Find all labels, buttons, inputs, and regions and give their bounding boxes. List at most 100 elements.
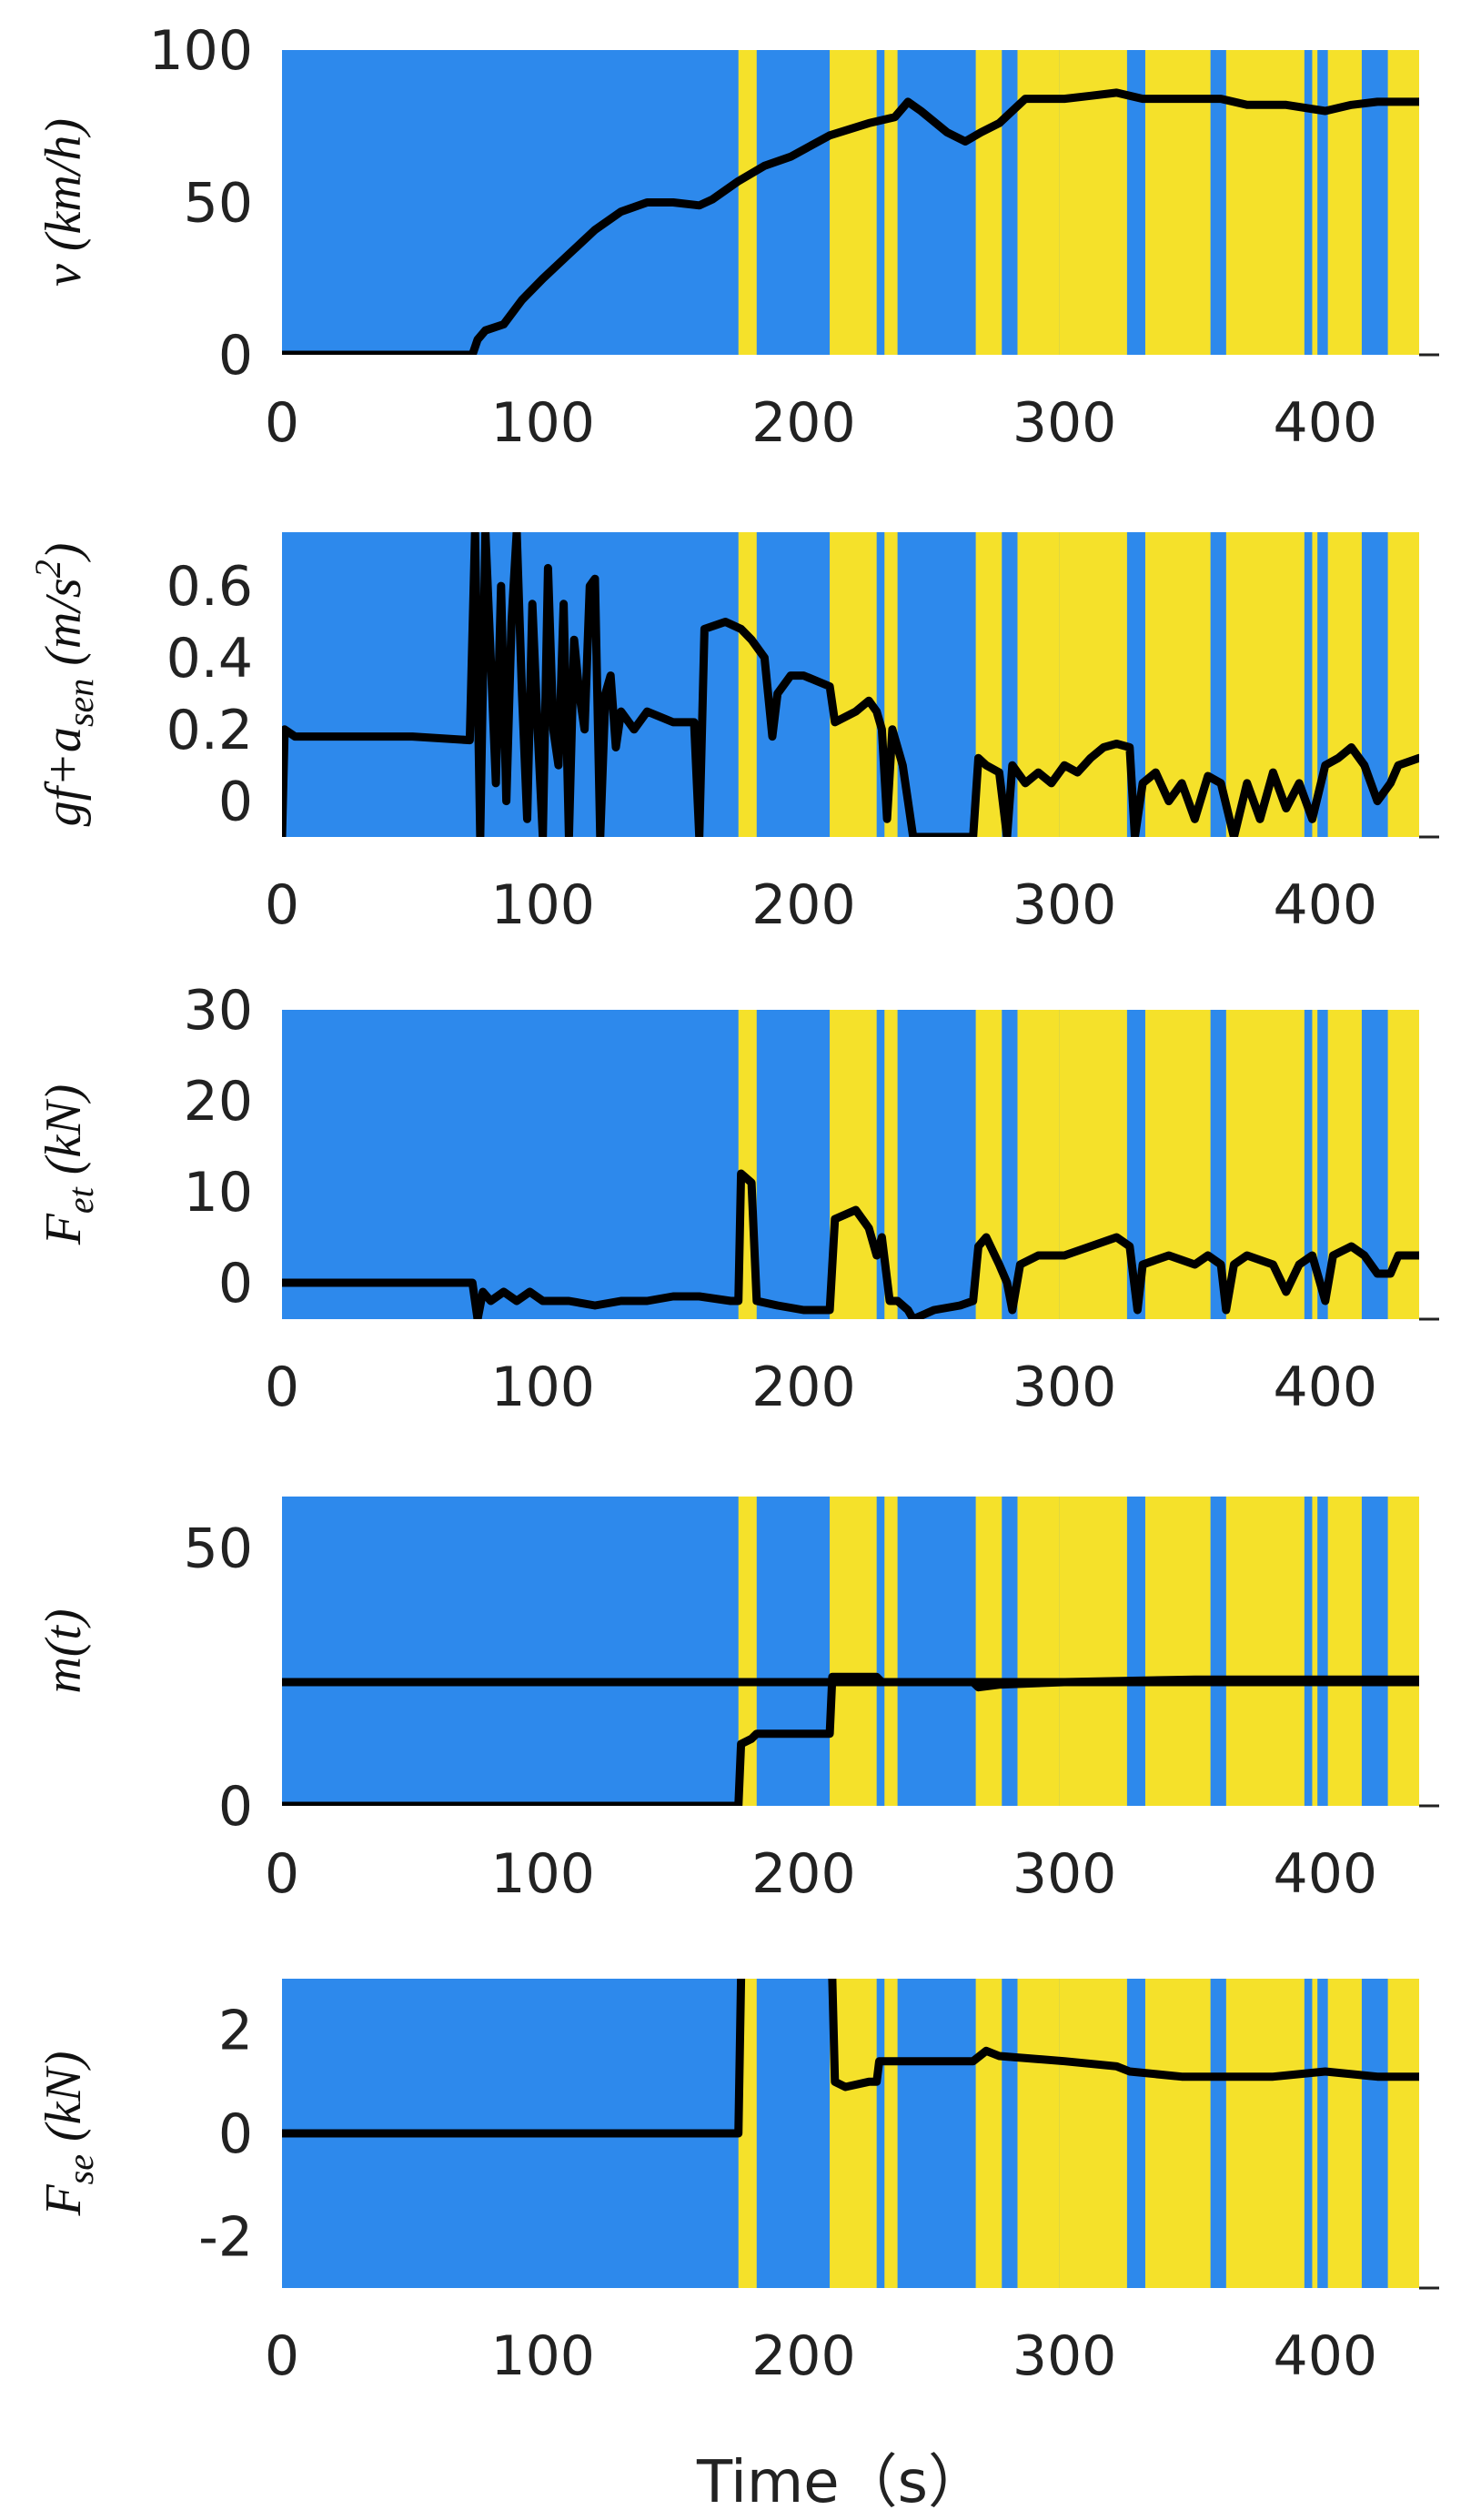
mode-band-6 (1144, 1979, 1211, 2288)
y-tick-label: 0.6 (166, 555, 253, 619)
mode-band-1 (830, 50, 877, 355)
mode-band-7 (1225, 1010, 1305, 1319)
y-axis-label-force_et: Fet (kN) (35, 1084, 101, 1246)
x-tick-label: 100 (490, 2324, 595, 2388)
x-tick-label: 400 (1274, 873, 1378, 937)
x-tick-label: 100 (490, 1356, 595, 1419)
mode-band-2 (884, 1979, 898, 2288)
y-tick-label: 0 (218, 1252, 253, 1315)
mode-band-8 (1312, 50, 1318, 355)
mode-band-5 (1059, 1010, 1127, 1319)
mode-band-2 (884, 1497, 898, 1806)
mode-band-9 (1327, 532, 1362, 837)
x-tick-label: 400 (1274, 1356, 1378, 1419)
y-tick-label: 2 (218, 2000, 253, 2063)
mode-band-3 (975, 1497, 1002, 1806)
mode-band-9 (1327, 50, 1362, 355)
mode-band-8 (1312, 1497, 1318, 1806)
panel-speed: 0 50 100 0 100 200 300 400 v (km/h) (35, 19, 1439, 455)
x-tick-label: 300 (1013, 2324, 1117, 2388)
mode-band-3 (975, 50, 1002, 355)
x-tick-label: 400 (1274, 1842, 1378, 1906)
y-tick-label: 0.2 (166, 699, 253, 762)
mode-band-2 (884, 50, 898, 355)
x-tick-label: 0 (265, 391, 299, 455)
mode-band-5 (1059, 1979, 1127, 2288)
y-axis-label-speed: v (km/h) (35, 118, 92, 287)
mode-band-10 (1387, 1979, 1419, 2288)
mode-band-6 (1144, 1497, 1211, 1806)
y-tick-label: 0 (218, 1775, 253, 1839)
mode-band-4 (1017, 1497, 1060, 1806)
mode-band-2 (884, 1010, 898, 1319)
y-tick-label: 0 (218, 2102, 253, 2166)
y-tick-label: 0.4 (166, 627, 253, 690)
mode-band-7 (1225, 1497, 1305, 1806)
x-tick-label: 200 (751, 1842, 856, 1906)
mode-band-7 (1225, 50, 1305, 355)
data-lines (282, 532, 1419, 837)
mode-band-3 (975, 1979, 1002, 2288)
mode-band-4 (1017, 1010, 1060, 1319)
y-tick-label: 100 (148, 19, 253, 83)
mode-band-0 (738, 50, 757, 355)
mode-band-10 (1387, 532, 1419, 837)
x-tick-label: 300 (1013, 391, 1117, 455)
x-tick-label: 400 (1274, 391, 1378, 455)
y-tick-label: 10 (184, 1161, 253, 1225)
x-tick-label: 100 (490, 391, 595, 455)
panel-accel: 0 0.2 0.4 0.6 0 100 200 300 400 gf+asen (m/s2) (27, 532, 1439, 937)
x-tick-label: 0 (265, 1842, 299, 1906)
x-tick-label: 200 (751, 2324, 856, 2388)
y-axis-label-accel: gf+asen (m/s2) (27, 543, 101, 827)
mode-band-0 (738, 1497, 757, 1806)
series-line-force_se-0 (282, 1979, 746, 2138)
data-lines (282, 1169, 1419, 1319)
mode-band-4 (1017, 1979, 1060, 2288)
y-axis-label-mode: m(t) (35, 1608, 92, 1693)
x-tick-label: 0 (265, 2324, 299, 2388)
x-axis-title: Time（s） (696, 2449, 986, 2516)
mode-band-8 (1312, 532, 1318, 837)
series-line-force_se-1 (828, 1979, 1419, 2092)
x-tick-label: 100 (490, 1842, 595, 1906)
data-lines (282, 1672, 1419, 1806)
mode-band-1 (830, 1010, 877, 1319)
mode-band-1 (830, 1497, 877, 1806)
mode-band-9 (1327, 1979, 1362, 2288)
series-line-mode-1 (282, 1672, 1419, 1806)
mode-band-5 (1059, 1497, 1127, 1806)
mode-band-9 (1327, 1497, 1362, 1806)
x-tick-label: 100 (490, 873, 595, 937)
y-tick-label: 0 (218, 324, 253, 388)
x-tick-label: 200 (751, 873, 856, 937)
y-tick-label: 50 (184, 1517, 253, 1581)
x-tick-label: 400 (1274, 2324, 1378, 2388)
mode-band-8 (1312, 1979, 1318, 2288)
y-tick-label: 30 (184, 979, 253, 1043)
mode-band-5 (1059, 532, 1127, 837)
series-line-speed-0 (282, 88, 1419, 355)
x-tick-label: 0 (265, 1356, 299, 1419)
mode-band-10 (1387, 1497, 1419, 1806)
y-tick-label: 0 (218, 771, 253, 834)
mode-band-8 (1312, 1010, 1318, 1319)
y-axis-label-force_se: Fse (kN) (35, 2051, 101, 2216)
x-tick-label: 200 (751, 391, 856, 455)
mode-band-7 (1225, 1979, 1305, 2288)
data-lines (282, 1979, 1419, 2138)
x-tick-label: 300 (1013, 1356, 1117, 1419)
mode-band-6 (1144, 1010, 1211, 1319)
mode-band-1 (830, 532, 877, 837)
mode-band-4 (1017, 532, 1060, 837)
x-tick-label: 200 (751, 1356, 856, 1419)
mode-band-10 (1387, 50, 1419, 355)
x-tick-label: 300 (1013, 873, 1117, 937)
panel-mode: 0 50 0 100 200 300 400 m(t) (35, 1497, 1439, 1906)
y-tick-label: 20 (184, 1070, 253, 1134)
data-lines (282, 88, 1419, 355)
y-tick-label: -2 (198, 2205, 253, 2269)
